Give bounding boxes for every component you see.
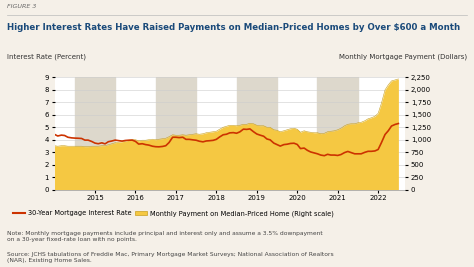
- Text: Higher Interest Rates Have Raised Payments on Median-Priced Homes by Over $600 a: Higher Interest Rates Have Raised Paymen…: [7, 23, 460, 32]
- Bar: [155, 77, 196, 190]
- Legend: 30-Year Mortgage Interest Rate, Monthly Payment on Median-Priced Home (Right sca: 30-Year Mortgage Interest Rate, Monthly …: [10, 208, 337, 220]
- Text: Interest Rate (Percent): Interest Rate (Percent): [7, 53, 86, 60]
- Text: FIGURE 3: FIGURE 3: [7, 4, 36, 9]
- Bar: [237, 77, 277, 190]
- Text: Note: Monthly mortgage payments include principal and interest only and assume a: Note: Monthly mortgage payments include …: [7, 231, 323, 242]
- Text: Monthly Mortgage Payment (Dollars): Monthly Mortgage Payment (Dollars): [339, 53, 467, 60]
- Text: Source: JCHS tabulations of Freddie Mac, Primary Mortgage Market Surveys; Nation: Source: JCHS tabulations of Freddie Mac,…: [7, 252, 334, 263]
- Bar: [75, 77, 115, 190]
- Bar: [318, 77, 358, 190]
